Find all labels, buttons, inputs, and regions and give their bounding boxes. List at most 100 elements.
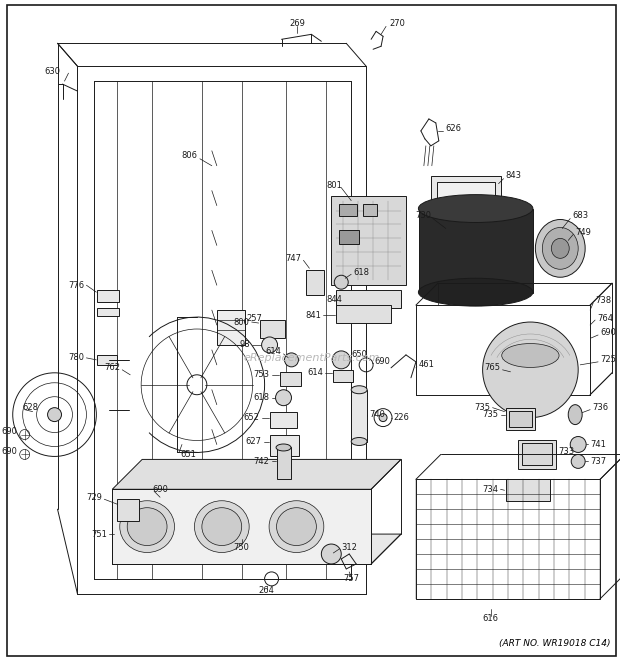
Polygon shape bbox=[112, 534, 401, 564]
Text: 725: 725 bbox=[600, 356, 616, 364]
Bar bbox=[508, 410, 533, 426]
Ellipse shape bbox=[502, 344, 559, 368]
Text: 742: 742 bbox=[254, 457, 270, 466]
Polygon shape bbox=[112, 459, 401, 489]
Text: 690: 690 bbox=[152, 485, 168, 494]
Text: 843: 843 bbox=[505, 171, 521, 180]
Bar bbox=[217, 310, 245, 345]
Text: 806: 806 bbox=[181, 151, 197, 160]
Text: 626: 626 bbox=[446, 124, 462, 134]
Text: 730: 730 bbox=[415, 211, 431, 220]
Circle shape bbox=[285, 353, 298, 367]
Bar bbox=[306, 270, 324, 295]
Text: 751: 751 bbox=[91, 529, 107, 539]
Text: 749: 749 bbox=[575, 228, 591, 237]
Bar bbox=[336, 290, 401, 308]
Circle shape bbox=[332, 351, 350, 369]
Text: 764: 764 bbox=[597, 313, 613, 323]
Ellipse shape bbox=[351, 438, 367, 446]
Circle shape bbox=[379, 414, 387, 422]
Text: 269: 269 bbox=[290, 19, 306, 28]
Bar bbox=[336, 305, 391, 323]
Text: 738: 738 bbox=[595, 295, 611, 305]
Bar bbox=[97, 290, 119, 302]
Bar bbox=[97, 355, 117, 365]
Circle shape bbox=[571, 455, 585, 469]
Circle shape bbox=[570, 436, 586, 452]
Text: 650: 650 bbox=[351, 350, 367, 360]
Text: 735: 735 bbox=[474, 403, 490, 412]
Bar bbox=[270, 434, 299, 457]
Bar bbox=[270, 412, 298, 428]
Text: 741: 741 bbox=[590, 440, 606, 449]
Text: 734: 734 bbox=[482, 485, 498, 494]
Text: 618: 618 bbox=[254, 393, 270, 402]
Ellipse shape bbox=[195, 501, 249, 553]
Text: 844: 844 bbox=[326, 295, 342, 303]
Bar bbox=[277, 447, 291, 479]
Bar bbox=[518, 440, 556, 469]
Ellipse shape bbox=[276, 444, 291, 451]
Text: 735: 735 bbox=[482, 410, 498, 419]
Text: 740: 740 bbox=[369, 410, 385, 419]
Bar bbox=[419, 209, 533, 293]
Text: 652: 652 bbox=[244, 413, 260, 422]
Text: 614: 614 bbox=[308, 368, 324, 377]
Circle shape bbox=[321, 544, 341, 564]
Ellipse shape bbox=[120, 501, 174, 553]
Polygon shape bbox=[112, 489, 371, 564]
Ellipse shape bbox=[127, 508, 167, 545]
Circle shape bbox=[482, 322, 578, 418]
Text: 841: 841 bbox=[306, 311, 321, 319]
Bar bbox=[112, 489, 371, 564]
Text: 733: 733 bbox=[558, 447, 574, 456]
Bar bbox=[334, 369, 353, 382]
Circle shape bbox=[48, 408, 61, 422]
Bar bbox=[523, 444, 552, 465]
Text: 737: 737 bbox=[590, 457, 606, 466]
Text: 753: 753 bbox=[254, 370, 270, 379]
Ellipse shape bbox=[269, 501, 324, 553]
Text: 690: 690 bbox=[2, 427, 18, 436]
Bar bbox=[260, 320, 285, 338]
Text: 801: 801 bbox=[326, 181, 342, 190]
Bar bbox=[363, 204, 377, 215]
Text: 264: 264 bbox=[259, 586, 275, 596]
Text: 614: 614 bbox=[265, 348, 281, 356]
Text: 98: 98 bbox=[239, 340, 250, 350]
Ellipse shape bbox=[418, 278, 533, 306]
Bar bbox=[416, 479, 600, 599]
Ellipse shape bbox=[536, 219, 585, 277]
Text: 270: 270 bbox=[389, 19, 405, 28]
Text: 651: 651 bbox=[180, 450, 196, 459]
Text: 690: 690 bbox=[2, 447, 18, 456]
Text: eReplacementParts.com: eReplacementParts.com bbox=[243, 353, 379, 363]
Text: 618: 618 bbox=[353, 268, 369, 277]
Bar bbox=[351, 390, 367, 442]
Text: 630: 630 bbox=[45, 67, 61, 75]
Text: 616: 616 bbox=[482, 614, 498, 623]
Text: 736: 736 bbox=[592, 403, 608, 412]
Bar bbox=[331, 196, 406, 285]
Text: 461: 461 bbox=[419, 360, 435, 369]
Ellipse shape bbox=[202, 508, 242, 545]
Text: 762: 762 bbox=[104, 364, 120, 372]
Text: 800: 800 bbox=[234, 317, 250, 327]
Bar bbox=[339, 204, 357, 215]
Text: 757: 757 bbox=[343, 574, 359, 584]
Ellipse shape bbox=[542, 227, 578, 269]
Text: 683: 683 bbox=[572, 211, 588, 220]
Bar bbox=[505, 408, 536, 430]
Bar bbox=[97, 308, 119, 316]
Circle shape bbox=[275, 390, 291, 406]
Text: 747: 747 bbox=[285, 254, 301, 263]
Ellipse shape bbox=[418, 194, 533, 223]
Text: 750: 750 bbox=[234, 543, 250, 551]
Text: (ART NO. WR19018 C14): (ART NO. WR19018 C14) bbox=[498, 639, 610, 648]
Text: 627: 627 bbox=[246, 437, 262, 446]
Text: 226: 226 bbox=[393, 413, 409, 422]
Bar bbox=[280, 372, 301, 386]
Ellipse shape bbox=[334, 275, 348, 289]
Text: 690: 690 bbox=[374, 358, 390, 366]
Bar bbox=[431, 176, 500, 280]
